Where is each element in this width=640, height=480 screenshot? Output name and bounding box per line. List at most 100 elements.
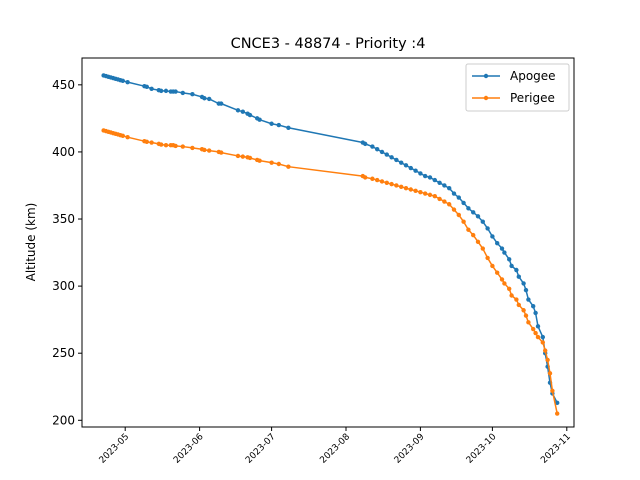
apogee-point	[276, 122, 281, 128]
perigee-point	[550, 388, 555, 393]
perigee-point	[480, 246, 485, 251]
apogee-point	[384, 152, 389, 157]
perigee-point	[451, 207, 457, 212]
apogee-point	[286, 125, 291, 130]
apogee-point	[423, 173, 428, 179]
perigee-point	[490, 263, 495, 269]
apogee-point	[173, 89, 178, 94]
perigee-point	[543, 348, 548, 353]
perigee-point	[202, 147, 207, 153]
perigee-point	[190, 145, 195, 151]
perigee-point	[375, 177, 380, 183]
apogee-point	[413, 168, 418, 173]
legend-items: Apogee Perigee	[472, 69, 556, 105]
perigee-point	[379, 179, 385, 184]
apogee-point	[399, 160, 404, 165]
perigee-point	[413, 188, 418, 194]
apogee-point	[466, 206, 471, 211]
apogee-point	[149, 86, 154, 92]
apogee-point	[447, 185, 452, 191]
perigee-point	[120, 133, 126, 139]
perigee-point	[499, 277, 505, 282]
perigee-point	[394, 183, 399, 188]
apogee-point	[509, 263, 514, 269]
legend-apogee-marker	[483, 73, 489, 79]
perigee-point	[521, 308, 526, 313]
apogee-point	[471, 210, 476, 215]
apogee-point	[379, 149, 385, 155]
apogee-point	[163, 88, 169, 94]
apogee-point	[159, 88, 164, 94]
perigee-point	[180, 144, 185, 149]
perigee-point	[235, 153, 241, 159]
perigee-point	[432, 194, 437, 199]
perigee-point	[507, 286, 512, 291]
perigee-point	[456, 212, 461, 218]
y-tick-label: 400	[52, 145, 75, 159]
apogee-point	[190, 92, 195, 97]
apogee-point	[418, 171, 423, 176]
apogee-point	[507, 257, 512, 262]
y-tick-label: 250	[52, 346, 75, 360]
legend: Apogee Perigee	[465, 63, 570, 112]
perigee-point	[545, 357, 550, 363]
perigee-point	[219, 150, 224, 155]
y-tick-label: 300	[52, 279, 75, 293]
perigee-point	[533, 330, 538, 336]
perigee-point	[149, 140, 154, 145]
apogee-point	[375, 147, 380, 152]
apogee-point	[499, 246, 505, 251]
series-layer	[101, 73, 560, 416]
apogee-point	[514, 267, 519, 273]
apogee-point	[480, 219, 485, 224]
apogee-point	[495, 240, 500, 246]
apogee-point	[427, 175, 433, 180]
perigee-point	[384, 180, 389, 185]
apogee-point	[526, 297, 531, 302]
perigee-point	[485, 255, 490, 261]
perigee-point	[442, 199, 447, 204]
chart-title: CNCE3 - 48874 - Priority :4	[231, 36, 426, 52]
apogee-point	[219, 101, 224, 106]
y-tick-label: 450	[52, 78, 75, 92]
apogee-point	[540, 334, 545, 340]
apogee-point	[394, 157, 399, 163]
apogee-point	[202, 96, 207, 101]
apogee-point	[531, 304, 536, 309]
perigee-point	[447, 202, 452, 207]
y-axis-label: Altitude (km)	[24, 203, 38, 282]
y-tick-label: 350	[52, 212, 75, 226]
perigee-point	[240, 154, 245, 159]
perigee-point	[163, 143, 169, 148]
perigee-point	[408, 187, 413, 192]
y-axis: 200 250 300 350 400 450	[52, 78, 82, 427]
apogee-point	[363, 141, 368, 147]
apogee-point	[370, 144, 375, 149]
legend-apogee-label: Apogee	[510, 69, 556, 83]
legend-perigee-marker	[483, 95, 489, 101]
perigee-point	[418, 189, 423, 195]
perigee-point	[403, 185, 409, 191]
perigee-point	[547, 371, 553, 376]
apogee-point	[240, 109, 245, 114]
apogee-point	[461, 200, 466, 206]
apogee-point	[442, 183, 447, 188]
perigee-point	[495, 270, 500, 275]
perigee-point	[286, 164, 291, 169]
perigee-point	[399, 184, 404, 190]
apogee-point	[555, 400, 560, 406]
legend-perigee-label: Perigee	[510, 91, 555, 105]
apogee-point	[180, 90, 185, 96]
perigee-point	[247, 155, 253, 161]
apogee-point	[523, 287, 529, 293]
apogee-point	[403, 163, 409, 168]
perigee-point	[370, 176, 375, 181]
apogee-point	[490, 234, 495, 239]
perigee-point	[363, 175, 368, 180]
perigee-point	[461, 219, 466, 224]
perigee-point	[531, 326, 536, 332]
perigee-point	[540, 340, 545, 345]
apogee-point	[475, 214, 481, 219]
